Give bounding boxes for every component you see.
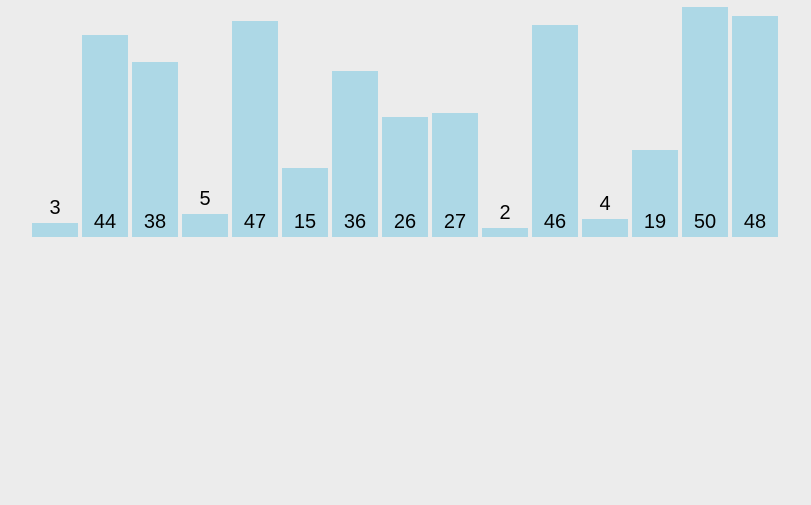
bar-value-label: 4 — [599, 193, 611, 215]
bar — [282, 168, 328, 237]
bar-value-label: 46 — [543, 211, 567, 233]
bar-value-label: 47 — [243, 211, 267, 233]
bar-value-label: 44 — [93, 211, 117, 233]
bar — [32, 223, 78, 237]
bar — [382, 117, 428, 237]
bar-value-label: 36 — [343, 211, 367, 233]
bar-value-label: 19 — [643, 211, 667, 233]
bar-value-label: 3 — [49, 197, 61, 219]
bar-value-label: 50 — [693, 211, 717, 233]
bar — [532, 25, 578, 237]
bar-value-label: 2 — [499, 202, 511, 224]
bar — [582, 219, 628, 237]
bar — [632, 150, 678, 237]
bar — [432, 113, 478, 237]
bar — [482, 228, 528, 237]
bar — [82, 35, 128, 237]
bar — [232, 21, 278, 237]
bar-value-label: 26 — [393, 211, 417, 233]
bar — [332, 71, 378, 237]
bar-value-label: 48 — [743, 211, 767, 233]
bar — [132, 62, 178, 237]
bar — [682, 7, 728, 237]
bar-value-label: 27 — [443, 211, 467, 233]
bar-value-label: 38 — [143, 211, 167, 233]
bar-value-label: 15 — [293, 211, 317, 233]
bar — [732, 16, 778, 237]
bar — [182, 214, 228, 237]
bar-value-label: 5 — [199, 188, 211, 210]
